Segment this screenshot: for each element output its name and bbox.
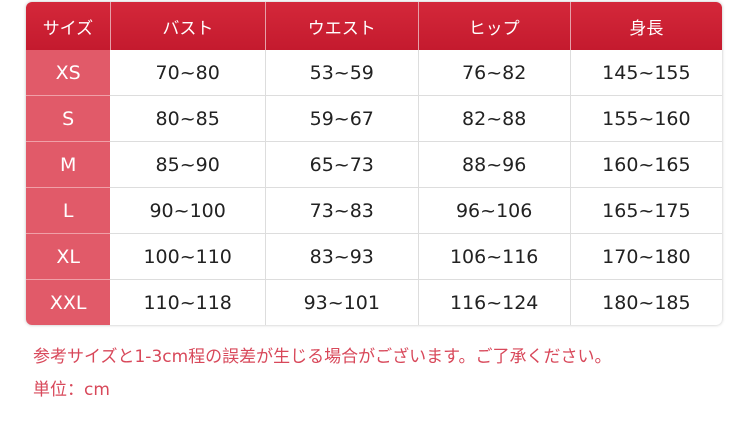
measurement-cell: 83~93 <box>265 233 419 280</box>
size-note: 参考サイズと1-3cm程の誤差が生じる場合がございます。ご了承ください。 <box>33 347 612 367</box>
measurement-cell: 59~67 <box>265 95 419 142</box>
table-row: XXL 110~118 93~101 116~124 180~185 <box>26 279 722 325</box>
table-row: L 90~100 73~83 96~106 165~175 <box>26 187 722 234</box>
size-label: L <box>26 187 111 234</box>
measurement-cell: 145~155 <box>570 50 722 96</box>
measurement-cell: 93~101 <box>265 279 419 325</box>
measurement-cell: 180~185 <box>602 291 691 314</box>
table-row: XL 100~110 83~93 106~116 170~180 <box>26 233 722 280</box>
measurement-cell: 70~80 <box>110 50 266 96</box>
measurement-cell: 76~82 <box>418 50 571 96</box>
column-header: バスト <box>110 2 266 50</box>
measurement-cell: 73~83 <box>265 187 419 234</box>
size-label: XS <box>26 50 111 96</box>
measurement-cell: 82~88 <box>418 95 571 142</box>
measurement-cell: 65~73 <box>265 141 419 188</box>
measurement-cell: 88~96 <box>418 141 571 188</box>
measurement-cell: 90~100 <box>110 187 266 234</box>
size-chart-table: サイズ バスト ウエスト ヒップ 身長 XS 70~80 53~59 76~82 145~155… <box>26 2 722 325</box>
measurement-cell: 85~90 <box>110 141 266 188</box>
measurement-cell: 100~110 <box>110 233 266 280</box>
measurement-cell: 116~124 <box>418 279 571 325</box>
size-label: XL <box>26 233 111 280</box>
size-label: S <box>26 95 111 142</box>
size-label: XXL <box>26 279 111 325</box>
table-row: XS 70~80 53~59 76~82 145~155 <box>26 50 722 96</box>
measurement-cell: 165~175 <box>570 187 722 234</box>
table-row: M 85~90 65~73 88~96 160~165 <box>26 141 722 188</box>
column-header: サイズ <box>26 2 111 50</box>
header-row: サイズ バスト ウエスト ヒップ 身長 <box>26 2 722 50</box>
measurement-cell: 96~106 <box>418 187 571 234</box>
size-label: M <box>26 141 111 188</box>
measurement-cell: 155~160 <box>570 95 722 142</box>
measurement-cell: 53~59 <box>265 50 419 96</box>
column-header: ウエスト <box>265 2 419 50</box>
unit-label: 単位：cm <box>33 380 110 400</box>
measurement-cell: 80~85 <box>110 95 266 142</box>
column-header: ヒップ <box>418 2 571 50</box>
table-row: S 80~85 59~67 82~88 155~160 <box>26 95 722 142</box>
measurement-cell: 106~116 <box>418 233 571 280</box>
measurement-cell: 110~118 <box>110 279 266 325</box>
measurement-cell: 160~165 <box>570 141 722 188</box>
column-header: 身長 <box>570 2 722 50</box>
measurement-cell: 170~180 <box>570 233 722 280</box>
